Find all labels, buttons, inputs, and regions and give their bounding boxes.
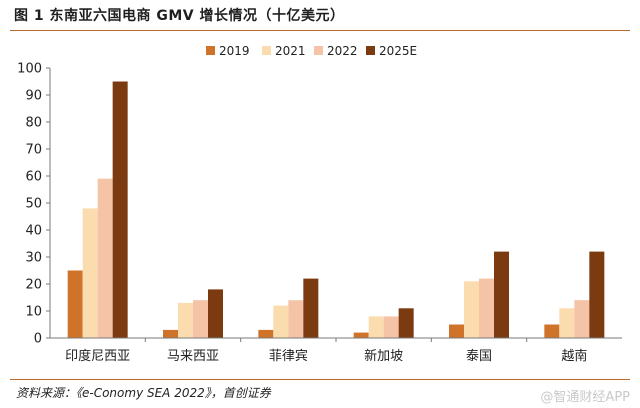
legend-label: 2019 — [219, 44, 250, 58]
bar-2021-0 — [82, 208, 98, 338]
x-category-label: 印度尼西亚 — [65, 348, 130, 364]
bar-2025E-0 — [112, 81, 128, 338]
legend-swatch-2025E — [366, 46, 375, 55]
legend-label: 2025E — [379, 44, 417, 58]
x-category-label: 泰国 — [466, 349, 492, 364]
bar-2025E-5 — [589, 251, 605, 338]
y-tick-label: 0 — [34, 332, 42, 347]
source-rule — [10, 379, 630, 380]
y-tick-label: 90 — [25, 89, 42, 104]
x-category-label: 越南 — [561, 348, 587, 364]
bar-2019-0 — [67, 270, 83, 338]
legend-swatch-2022 — [314, 46, 323, 55]
x-category-label: 新加坡 — [364, 348, 403, 364]
bar-2019-3 — [353, 332, 369, 338]
bar-2021-4 — [464, 281, 479, 338]
bar-2021-3 — [368, 316, 384, 338]
bar-2021-1 — [178, 302, 193, 338]
bar-2022-4 — [479, 278, 494, 338]
bar-2019-4 — [449, 324, 464, 338]
x-category-label: 马来西亚 — [167, 349, 219, 364]
y-tick-label: 60 — [25, 170, 42, 185]
y-tick-label: 70 — [25, 143, 42, 158]
source-note: 资料来源：《e-Conomy SEA 2022》，首创证券 — [16, 386, 271, 400]
y-tick-label: 20 — [25, 278, 42, 293]
title-rule — [10, 30, 630, 31]
bar-2019-2 — [258, 329, 274, 338]
bar-2025E-4 — [494, 251, 509, 338]
bar-2022-3 — [383, 316, 399, 338]
bar-2019-5 — [544, 324, 560, 338]
bar-2022-1 — [193, 300, 208, 338]
legend-label: 2022 — [327, 44, 358, 58]
watermark-text: @智通财经APP — [540, 390, 630, 405]
legend: 2019 2021 2022 2025E — [206, 44, 417, 58]
y-axis: 0 10 20 30 40 50 60 70 80 90 100 — [17, 62, 51, 347]
x-axis: 印度尼西亚 马来西亚 菲律宾 新加坡 泰国 越南 — [50, 337, 622, 364]
y-tick-label: 50 — [25, 197, 42, 212]
bar-2021-5 — [559, 308, 575, 338]
legend-swatch-2019 — [206, 46, 215, 55]
y-tick-label: 40 — [25, 224, 42, 239]
y-tick-label: 80 — [25, 116, 42, 131]
bars — [67, 81, 605, 338]
bar-2022-5 — [574, 300, 590, 338]
y-tick-label: 100 — [17, 62, 42, 77]
legend-swatch-2021 — [262, 46, 271, 55]
x-category-label: 菲律宾 — [269, 348, 308, 364]
y-tick-label: 30 — [25, 251, 42, 266]
y-tick-label: 10 — [25, 305, 42, 320]
bar-2021-2 — [273, 305, 289, 338]
chart-title: 图 1 东南亚六国电商 GMV 增长情况（十亿美元） — [14, 8, 345, 24]
bar-2025E-2 — [303, 278, 319, 338]
bar-2025E-3 — [398, 308, 414, 338]
legend-label: 2021 — [275, 44, 306, 58]
bar-2019-1 — [163, 329, 178, 338]
bar-2022-2 — [288, 300, 304, 338]
bar-2022-0 — [97, 178, 113, 338]
bar-chart: 2019 2021 2022 2025E 0 10 20 30 40 50 60 70 80 90 100… — [17, 44, 622, 364]
bar-2025E-1 — [208, 289, 223, 338]
